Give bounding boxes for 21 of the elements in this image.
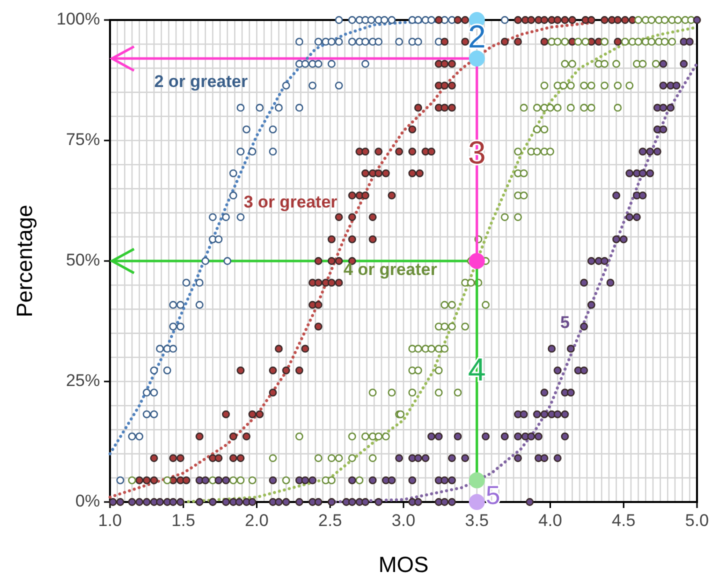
y-axis-title: Percentage	[12, 204, 37, 318]
x-tick-label: 1.0	[98, 511, 122, 530]
x-tick-label: 3.5	[465, 511, 489, 530]
series-label: 5	[560, 313, 570, 332]
x-tick-label: 4.5	[612, 511, 636, 530]
x-tick-label: 2.5	[318, 511, 342, 530]
x-axis-title: MOS	[378, 552, 429, 577]
y-tick-label: 75%	[66, 130, 100, 149]
series-label: 2 or greater	[154, 72, 248, 92]
x-tick-label: 5.0	[685, 511, 709, 530]
x-tick-label: 4.0	[538, 511, 562, 530]
x-tick-label: 3.0	[392, 511, 416, 530]
y-tick-label: 25%	[66, 370, 100, 390]
y-tick-label: 100%	[56, 9, 100, 28]
x-tick-label: 2.0	[244, 511, 269, 530]
x-tick-label: 1.5	[172, 511, 196, 530]
series-label: 4 or greater	[344, 260, 438, 280]
y-tick-label: 50%	[66, 250, 100, 270]
series-label: 3 or greater	[244, 192, 338, 212]
annotation: 2	[468, 18, 486, 55]
y-tick-label: 0%	[75, 491, 100, 510]
